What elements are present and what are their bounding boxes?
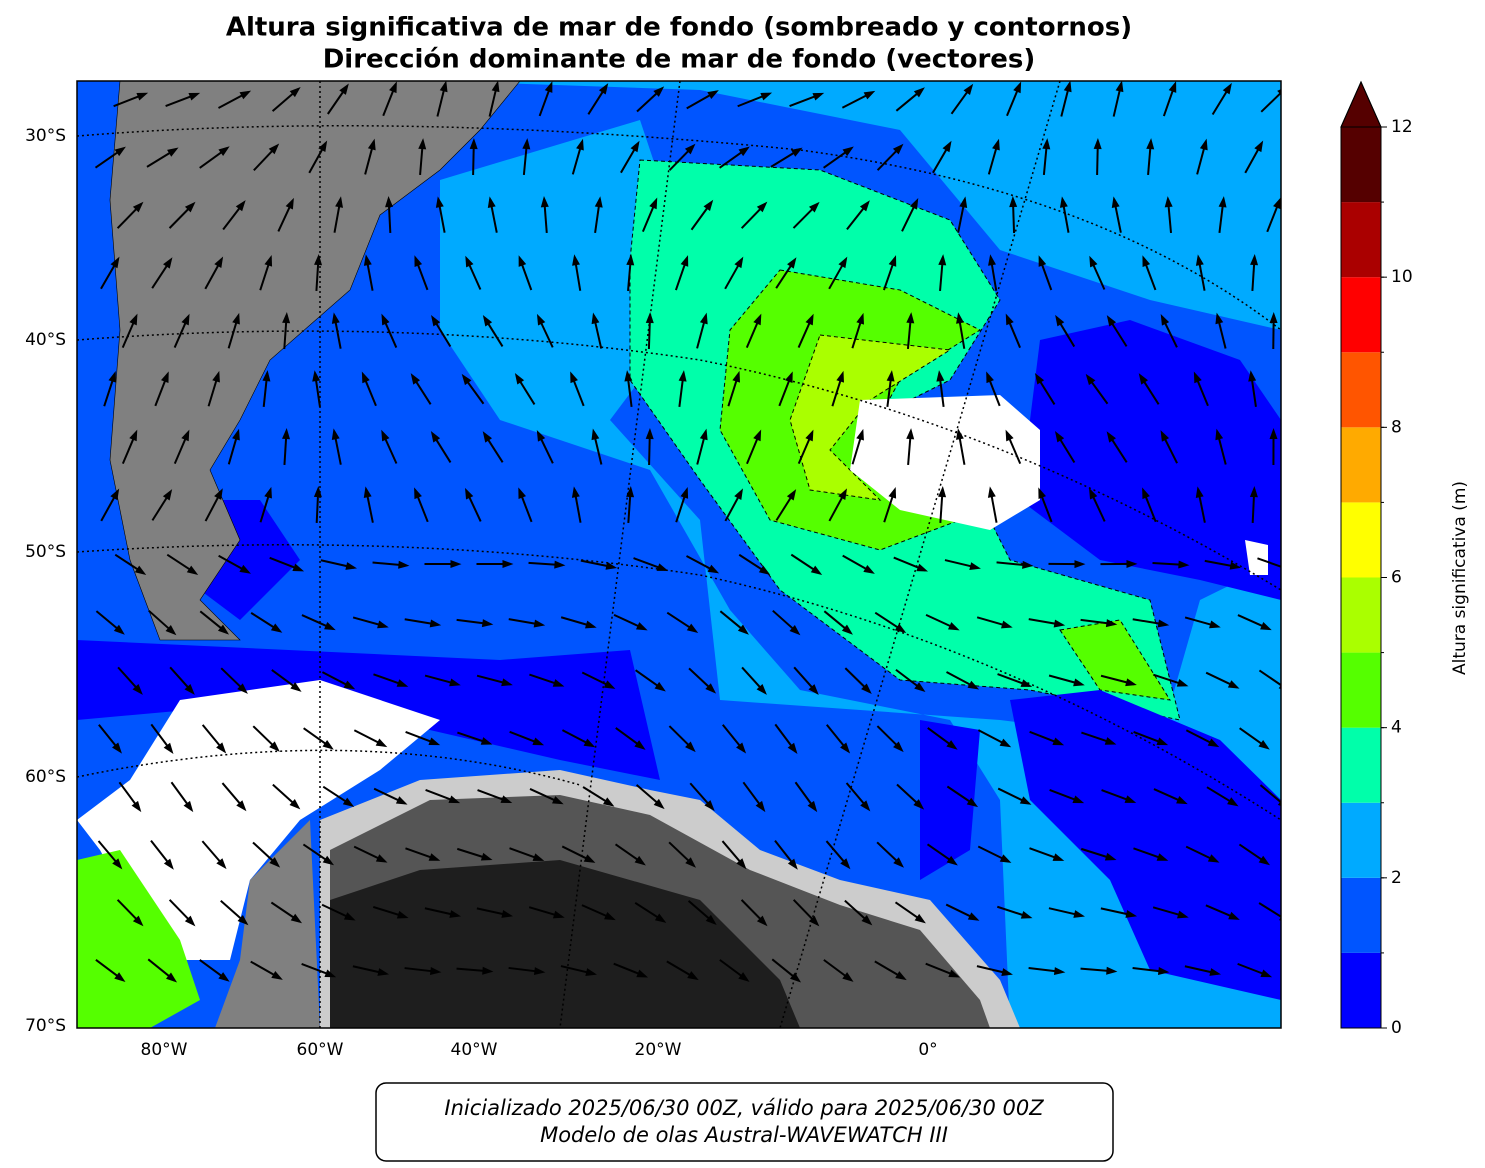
vector-head: [1281, 563, 1293, 571]
lon-label: 20°W: [635, 1040, 682, 1060]
colorbar-band: [1341, 578, 1381, 653]
colorbar-tick-label: 4: [1391, 718, 1402, 738]
colorbar-tick-label: 10: [1391, 267, 1413, 287]
colorbar-band: [1341, 202, 1381, 277]
colorbar-band: [1341, 502, 1381, 577]
colorbar: 0 2 4 6 8 10 12: [1341, 82, 1413, 1038]
colorbar-band: [1341, 352, 1381, 427]
colorbar-tick-label: 2: [1391, 868, 1402, 888]
colorbar-band: [1341, 878, 1381, 953]
colorbar-band: [1341, 127, 1381, 202]
colorbar-band: [1341, 653, 1381, 728]
lon-label: 60°W: [297, 1040, 344, 1060]
lon-label: 40°W: [451, 1040, 498, 1060]
lat-label: 50°S: [25, 542, 66, 562]
footer-line: Inicializado 2025/06/30 00Z, válido para…: [444, 1096, 1044, 1120]
colorbar-band: [1341, 427, 1381, 502]
lat-label: 40°S: [25, 330, 66, 350]
lat-label: 30°S: [25, 126, 66, 146]
footer-box: [376, 1083, 1113, 1161]
lon-label: 0°: [918, 1040, 937, 1060]
map: [77, 81, 1292, 1028]
title-line: Dirección dominante de mar de fondo (vec…: [323, 45, 1036, 75]
colorbar-tick-label: 12: [1391, 117, 1413, 137]
colorbar-band: [1341, 953, 1381, 1028]
lat-label: 70°S: [25, 1016, 66, 1036]
colorbar-tick-label: 6: [1391, 568, 1402, 588]
colorbar-band: [1341, 728, 1381, 803]
colorbar-tick-label: 0: [1391, 1018, 1402, 1038]
lat-label: 60°S: [25, 767, 66, 787]
colorbar-band: [1341, 277, 1381, 352]
colorbar-label: Altura significativa (m): [1450, 481, 1470, 675]
colorbar-tick-label: 8: [1391, 417, 1402, 437]
title-line: Altura significativa de mar de fondo (so…: [226, 13, 1132, 43]
footer-line: Modelo de olas Austral-WAVEWATCH III: [540, 1123, 948, 1147]
colorbar-band: [1341, 803, 1381, 878]
colorbar-extend: [1341, 82, 1381, 127]
lon-label: 80°W: [141, 1040, 188, 1060]
